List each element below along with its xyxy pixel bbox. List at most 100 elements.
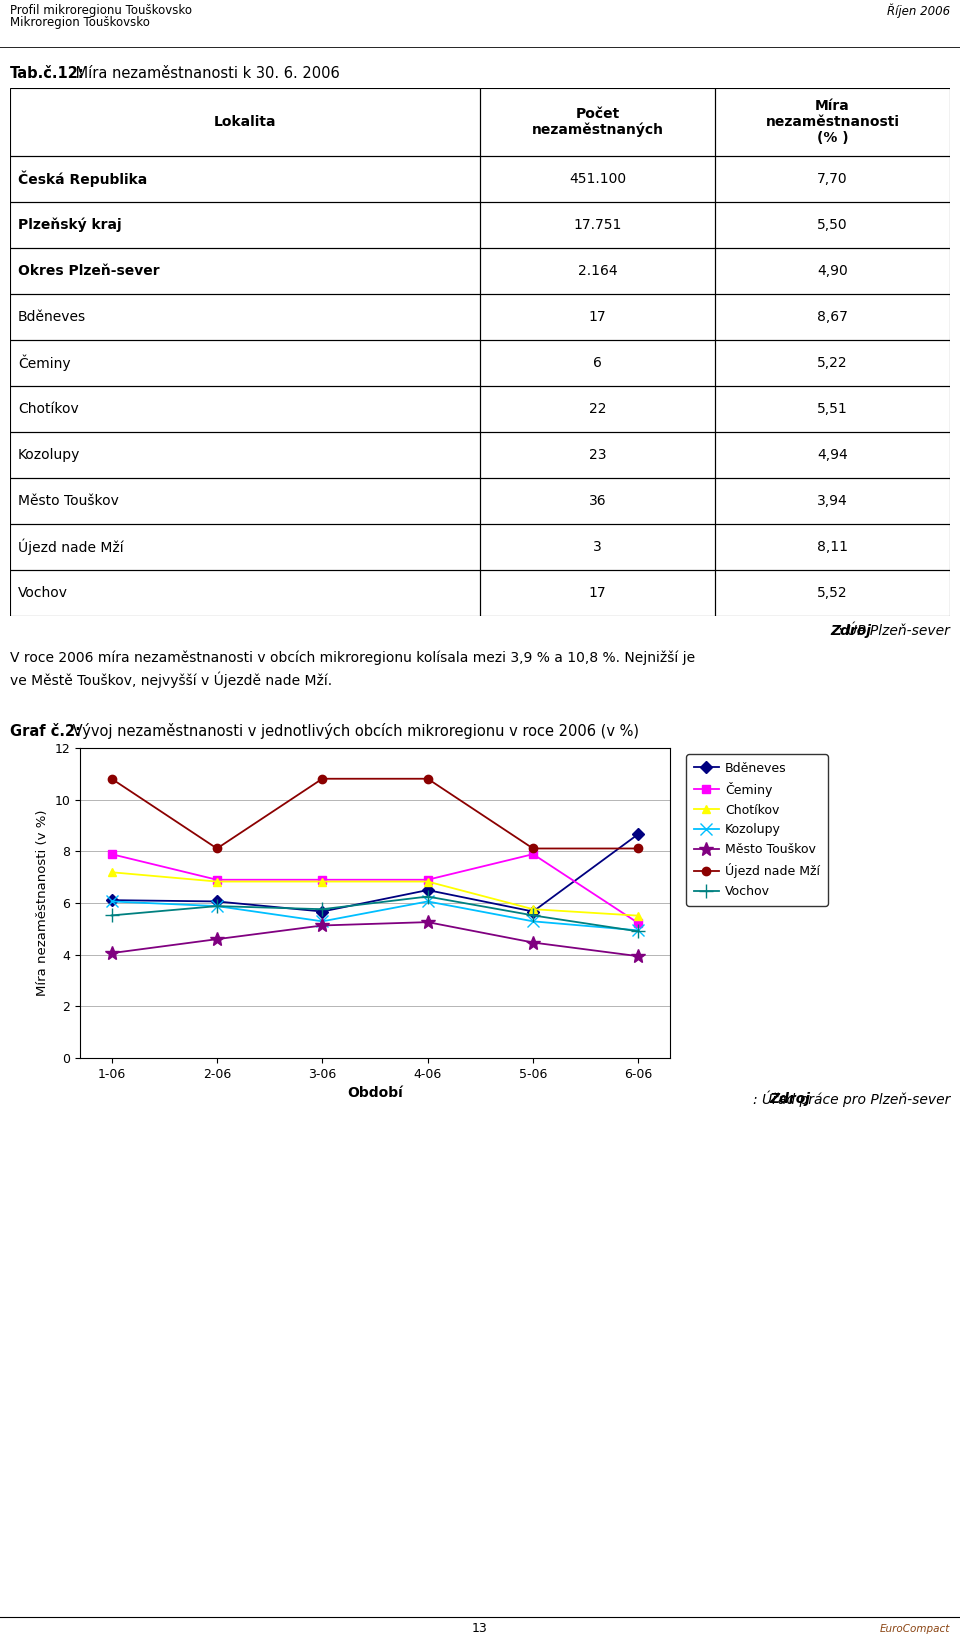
Bar [715,433,950,479]
Bar [10,387,480,433]
Vochov [527,906,539,926]
Line: Újezd nade Mží: Újezd nade Mží [108,775,642,852]
Text: Říjen 2006: Říjen 2006 [887,3,950,18]
Bar [480,433,715,479]
Újezd nade Mží [633,839,644,859]
Text: Česká Republika: Česká Republika [18,170,147,187]
Vochov [633,921,644,941]
Bděneves [317,901,328,921]
Čeminy [106,844,117,864]
Text: 36: 36 [588,493,607,508]
Text: 8,11: 8,11 [817,539,848,554]
Čeminy [421,870,433,890]
Bar [715,339,950,387]
Text: Chotíkov: Chotíkov [18,402,79,416]
Bar [480,524,715,570]
Text: : ÚP Plzeň-sever: : ÚP Plzeň-sever [838,624,950,638]
Město Touškov [421,913,433,933]
Bar [10,156,480,202]
Kozolupy [633,921,644,941]
Text: Mikroregion Touškovsko: Mikroregion Touškovsko [10,16,150,30]
Bar [715,570,950,616]
Vochov [317,900,328,919]
Bar [10,433,480,479]
Bar [715,387,950,433]
Line: Bděneves: Bděneves [108,829,642,916]
Text: Plzeňský kraj: Plzeňský kraj [18,218,122,233]
Město Touškov [106,944,117,964]
Město Touškov [633,946,644,965]
Text: Zdroj: Zdroj [769,1092,810,1106]
Vochov [106,906,117,926]
Újezd nade Mží [421,769,433,788]
Bar [10,570,480,616]
Bar [10,247,480,293]
Text: 3,94: 3,94 [817,493,848,508]
Chotíkov [317,872,328,892]
Line: Chotíkov: Chotíkov [108,869,642,919]
Čeminy [633,913,644,933]
Text: Kozolupy: Kozolupy [18,447,81,462]
Text: Lokalita: Lokalita [214,115,276,129]
Bděneves [633,824,644,844]
Bar [715,89,950,156]
Text: 6: 6 [593,356,602,370]
Text: 13: 13 [472,1623,488,1636]
Bar [715,247,950,293]
Bděneves [421,880,433,900]
Bar [715,293,950,339]
Text: 23: 23 [588,447,607,462]
Legend: Bděneves, Čeminy, Chotíkov, Kozolupy, Město Touškov, Újezd nade Mží, Vochov: Bděneves, Čeminy, Chotíkov, Kozolupy, Mě… [686,754,828,905]
Kozolupy [421,892,433,911]
Line: Čeminy: Čeminy [108,851,642,928]
Chotíkov [527,900,539,919]
Bděneves [527,901,539,921]
Újezd nade Mží [527,839,539,859]
Text: 4,90: 4,90 [817,264,848,279]
Bar [715,156,950,202]
Text: 5,51: 5,51 [817,402,848,416]
Text: Újezd nade Mží: Újezd nade Mží [18,539,124,556]
Text: Zdroj: Zdroj [830,624,871,638]
Bar [480,339,715,387]
Text: Počet
nezaměstnaných: Počet nezaměstnaných [532,107,663,138]
Vochov [421,887,433,906]
Text: Okres Plzeň-sever: Okres Plzeň-sever [18,264,159,279]
Město Touškov [211,929,223,949]
X-axis label: Období: Období [348,1087,403,1100]
Text: 4,94: 4,94 [817,447,848,462]
Text: Profil mikroregionu Touškovsko: Profil mikroregionu Touškovsko [10,3,192,16]
Text: Čeminy: Čeminy [18,354,71,372]
Text: Bděneves: Bděneves [18,310,86,325]
Text: Míra nezaměstnanosti k 30. 6. 2006: Míra nezaměstnanosti k 30. 6. 2006 [71,66,340,80]
Text: Tab.č.12:: Tab.č.12: [10,66,84,80]
Bděneves [211,892,223,911]
Text: Graf č.2:: Graf č.2: [10,723,81,739]
Bar [715,479,950,524]
Bar [10,89,480,156]
Text: 2.164: 2.164 [578,264,617,279]
Text: V roce 2006 míra nezaměstnanosti v obcích mikroregionu kolísala mezi 3,9 % a 10,: V roce 2006 míra nezaměstnanosti v obcíc… [10,651,695,688]
Bar [480,156,715,202]
Line: Město Touškov: Město Touškov [105,915,645,964]
Text: 5,50: 5,50 [817,218,848,233]
Text: 17.751: 17.751 [573,218,622,233]
Bar [10,524,480,570]
Text: 5,52: 5,52 [817,587,848,600]
Line: Vochov: Vochov [105,890,645,939]
Bar [480,202,715,247]
Text: 17: 17 [588,587,607,600]
Bar [480,570,715,616]
Újezd nade Mží [317,769,328,788]
Text: 7,70: 7,70 [817,172,848,185]
Čeminy [317,870,328,890]
Město Touškov [527,933,539,952]
Text: 17: 17 [588,310,607,325]
Y-axis label: Míra nezaměstnanosti (v %): Míra nezaměstnanosti (v %) [36,810,49,997]
Bar [480,247,715,293]
Bar [480,89,715,156]
Text: Vývoj nezaměstnanosti v jednotlivých obcích mikroregionu v roce 2006 (v %): Vývoj nezaměstnanosti v jednotlivých obc… [68,723,639,739]
Text: 451.100: 451.100 [569,172,626,185]
Text: Vochov: Vochov [18,587,68,600]
Chotíkov [106,862,117,882]
